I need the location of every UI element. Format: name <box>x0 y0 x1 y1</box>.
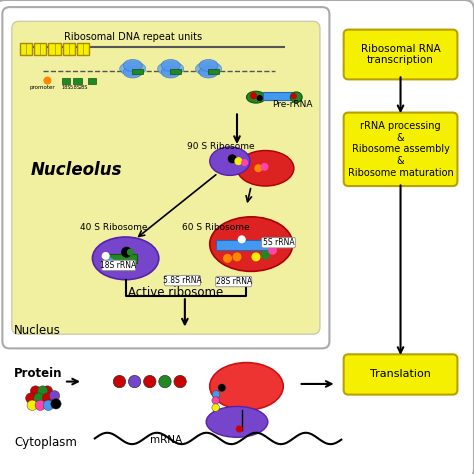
Circle shape <box>37 386 48 396</box>
Circle shape <box>224 255 231 262</box>
Circle shape <box>238 236 245 243</box>
Circle shape <box>159 375 171 388</box>
Circle shape <box>27 400 37 410</box>
Ellipse shape <box>199 66 218 78</box>
Ellipse shape <box>92 237 159 280</box>
Ellipse shape <box>237 151 294 186</box>
Text: 18S rRNA: 18S rRNA <box>100 261 137 270</box>
Text: Cytoplasm: Cytoplasm <box>14 436 77 448</box>
Circle shape <box>42 393 53 403</box>
Text: promoter: promoter <box>30 85 55 91</box>
Circle shape <box>292 94 296 99</box>
Circle shape <box>269 246 276 254</box>
FancyBboxPatch shape <box>48 43 61 55</box>
FancyBboxPatch shape <box>216 276 252 287</box>
Circle shape <box>212 391 220 398</box>
Circle shape <box>128 249 133 255</box>
Bar <box>88 78 96 84</box>
FancyBboxPatch shape <box>102 260 136 271</box>
Circle shape <box>49 391 60 401</box>
Bar <box>216 240 273 250</box>
Text: 5.8S rRNA: 5.8S rRNA <box>163 276 202 285</box>
Text: 5S rRNA: 5S rRNA <box>263 238 294 247</box>
Circle shape <box>174 375 186 388</box>
Circle shape <box>35 400 46 410</box>
Ellipse shape <box>210 363 283 410</box>
Text: 90 S Ribosome: 90 S Ribosome <box>187 142 254 151</box>
Circle shape <box>51 399 61 409</box>
Text: Ribosomal DNA repeat units: Ribosomal DNA repeat units <box>64 32 202 42</box>
Circle shape <box>26 393 36 403</box>
Circle shape <box>252 253 260 261</box>
Text: 5.8S: 5.8S <box>70 85 81 91</box>
Text: Ribosomal RNA
transcription: Ribosomal RNA transcription <box>361 44 440 65</box>
Ellipse shape <box>210 147 250 175</box>
Ellipse shape <box>157 62 183 76</box>
Text: Nucleolus: Nucleolus <box>31 161 122 179</box>
Circle shape <box>128 375 141 388</box>
Circle shape <box>262 251 269 259</box>
Ellipse shape <box>290 92 302 102</box>
Text: Active ribosome: Active ribosome <box>128 286 223 299</box>
Circle shape <box>121 262 128 269</box>
Circle shape <box>237 426 242 432</box>
Circle shape <box>212 397 219 404</box>
Circle shape <box>102 253 109 259</box>
Circle shape <box>43 400 54 410</box>
Circle shape <box>261 164 268 170</box>
Circle shape <box>235 158 242 164</box>
Ellipse shape <box>199 60 218 72</box>
Text: Pre-rRNA: Pre-rRNA <box>273 100 313 109</box>
Text: 40 S Ribosome: 40 S Ribosome <box>80 223 147 232</box>
FancyBboxPatch shape <box>164 275 201 286</box>
Circle shape <box>107 258 113 265</box>
Ellipse shape <box>123 66 142 78</box>
Text: 18S: 18S <box>62 85 71 91</box>
Circle shape <box>255 165 262 172</box>
FancyBboxPatch shape <box>344 355 457 394</box>
FancyBboxPatch shape <box>2 7 329 348</box>
Circle shape <box>144 375 156 388</box>
Text: Nucleus: Nucleus <box>14 324 61 337</box>
Bar <box>170 69 181 74</box>
Text: rRNA processing
&
Ribosome assembly
&
Ribosome maturation: rRNA processing & Ribosome assembly & Ri… <box>347 121 454 177</box>
Ellipse shape <box>123 60 142 72</box>
Circle shape <box>242 160 247 165</box>
Text: 60 S Ribosome: 60 S Ribosome <box>182 223 249 232</box>
Circle shape <box>114 261 121 268</box>
Ellipse shape <box>161 60 180 72</box>
Circle shape <box>212 404 219 411</box>
FancyBboxPatch shape <box>12 21 320 334</box>
Circle shape <box>251 93 256 99</box>
Ellipse shape <box>161 66 180 78</box>
Ellipse shape <box>206 407 268 437</box>
Text: 28S rRNA: 28S rRNA <box>216 277 252 286</box>
Circle shape <box>44 77 51 84</box>
Bar <box>208 69 219 74</box>
Bar <box>263 92 294 100</box>
Bar <box>62 78 70 84</box>
Circle shape <box>122 247 131 257</box>
FancyBboxPatch shape <box>34 43 46 55</box>
FancyBboxPatch shape <box>20 43 32 55</box>
Bar <box>132 69 143 74</box>
Circle shape <box>113 375 126 388</box>
Ellipse shape <box>210 217 292 271</box>
Text: mRNA: mRNA <box>150 435 182 445</box>
Ellipse shape <box>195 62 221 76</box>
FancyBboxPatch shape <box>344 113 457 186</box>
Bar <box>73 78 82 84</box>
Circle shape <box>228 155 236 163</box>
Circle shape <box>233 253 241 261</box>
Text: 28S: 28S <box>79 85 88 91</box>
Text: Protein: Protein <box>14 367 62 380</box>
Circle shape <box>257 96 262 100</box>
Circle shape <box>30 386 41 396</box>
Circle shape <box>34 393 44 403</box>
FancyBboxPatch shape <box>77 43 89 55</box>
Circle shape <box>42 386 53 396</box>
Bar <box>103 254 137 263</box>
Ellipse shape <box>246 91 265 103</box>
Ellipse shape <box>119 62 146 76</box>
